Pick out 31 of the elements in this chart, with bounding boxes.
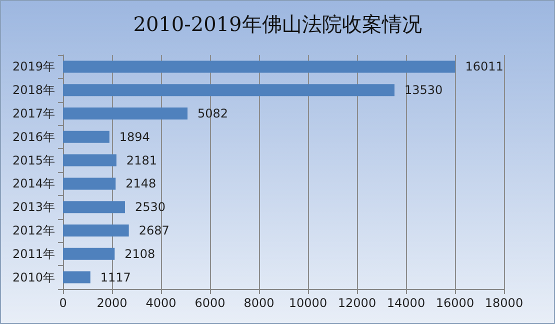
x-tick-label: 0 — [59, 296, 67, 310]
y-tick-label: 2015年 — [12, 153, 55, 168]
data-label: 2181 — [126, 153, 157, 168]
data-label: 2687 — [138, 224, 170, 238]
x-tick-label: 18000 — [484, 296, 524, 310]
y-tick-label: 2016年 — [12, 130, 55, 144]
y-tick-label: 2010年 — [12, 270, 55, 284]
data-label: 5082 — [198, 106, 228, 120]
y-tick-label: 2011年 — [12, 246, 55, 261]
data-label: 1117 — [100, 270, 131, 284]
data-label: 2148 — [126, 176, 156, 191]
x-tick-label: 10000 — [288, 296, 328, 310]
data-label: 13530 — [404, 83, 443, 98]
data-label: 16011 — [465, 60, 504, 74]
data-label: 2530 — [134, 200, 166, 214]
x-tick-label: 16000 — [436, 296, 474, 310]
y-tick-label: 2013年 — [12, 200, 55, 214]
x-tick-label: 6000 — [194, 296, 226, 310]
x-tick-label: 4000 — [146, 296, 176, 310]
data-label: 2108 — [124, 246, 156, 261]
y-tick-label: 2018年 — [12, 83, 55, 98]
y-tick-label: 2014年 — [12, 176, 55, 191]
y-tick-label: 2017年 — [12, 106, 55, 120]
chart-title: 2010-2019年佛山法院收案情况 — [133, 12, 422, 36]
y-tick-label: 2012年 — [12, 224, 55, 238]
data-label: 1894 — [119, 130, 150, 144]
x-tick-label: 14000 — [386, 296, 426, 310]
x-tick-label: 2000 — [96, 296, 128, 310]
x-tick-label: 12000 — [338, 296, 376, 310]
x-tick-label: 8000 — [244, 296, 274, 310]
y-tick-label: 2019年 — [12, 60, 55, 74]
